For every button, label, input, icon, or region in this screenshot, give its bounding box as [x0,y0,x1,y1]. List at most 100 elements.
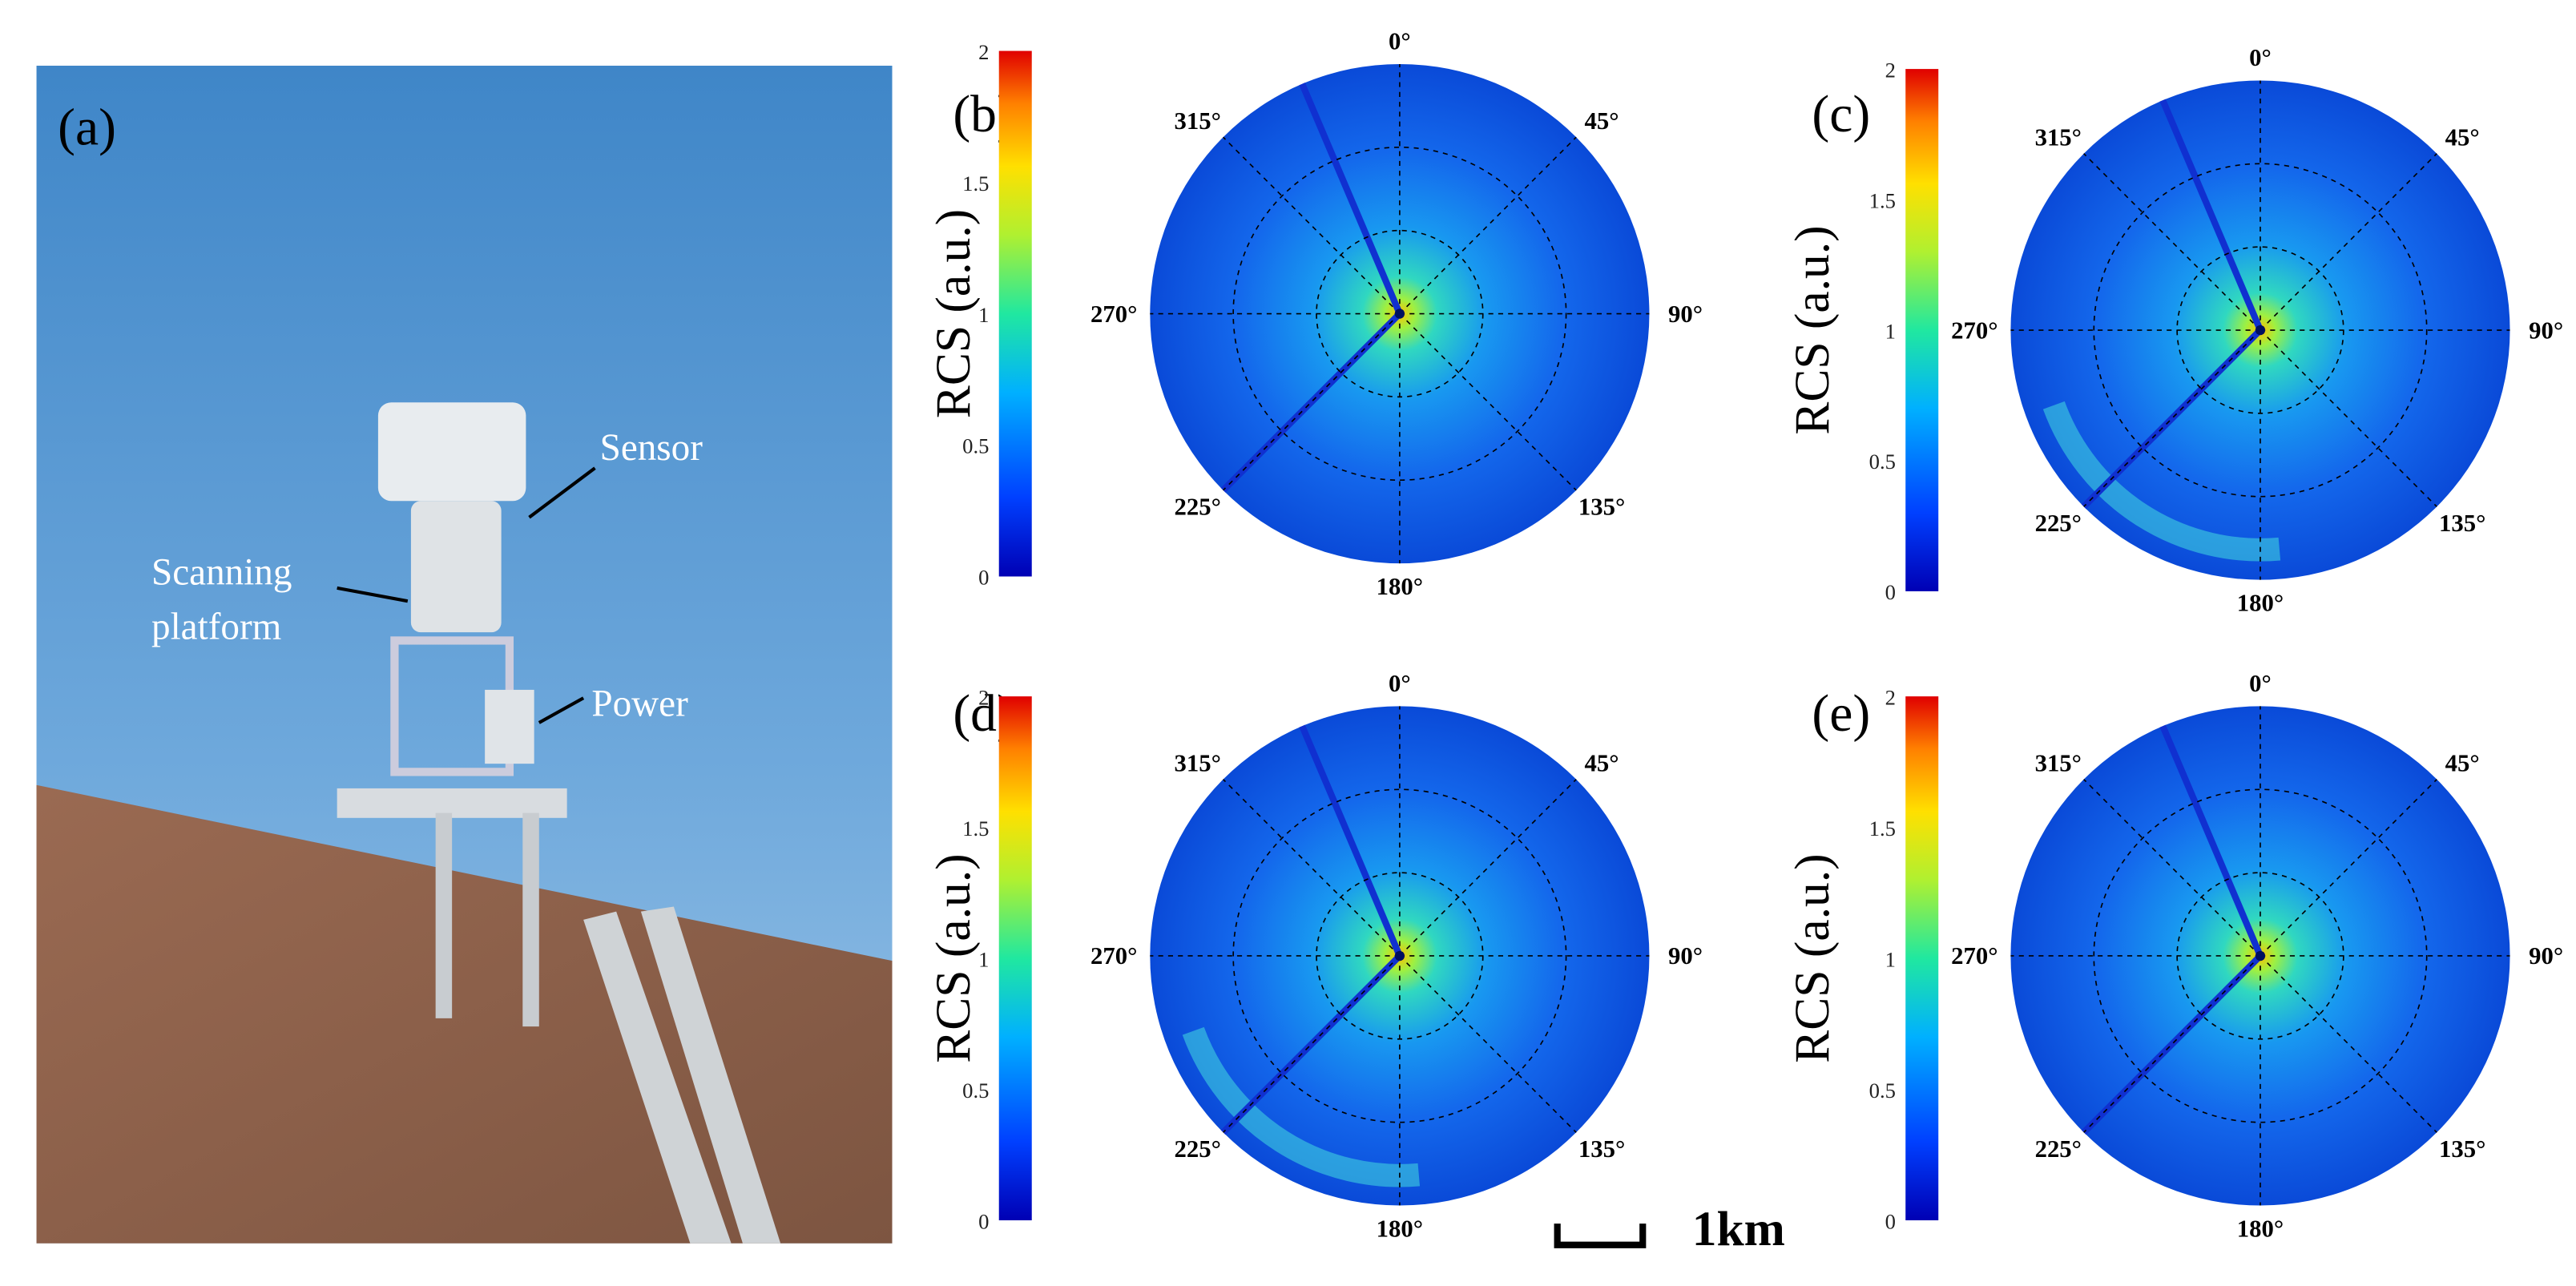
angle-label: 315° [2035,750,2082,777]
colorbar [1905,696,1939,1221]
leg [522,812,539,1027]
colorbar-tick: 1 [978,303,989,327]
angle-label: 45° [2445,124,2480,151]
spoke [2083,955,2261,1133]
angle-label: 315° [1174,750,1220,777]
blocked-beam [2159,724,2264,957]
scale-bar: 1km [1554,1202,1785,1256]
angle-label: 180° [1377,573,1423,600]
polar-panel: (c) 0 0.5 1 1.5 2 RCS (a.u.) 0° 45° 90° 135° 180° 22… [1785,44,2563,617]
angle-label: 270° [1951,942,1998,970]
spoke [1222,136,1401,315]
colorbar-tick: 2 [1885,685,1896,709]
arrow [538,696,585,724]
angle-label: 270° [1090,942,1137,970]
colorbar-tick: 0.5 [1869,449,1896,474]
range-ring [2093,163,2428,498]
platform-box [410,501,502,633]
colorbar-tick: 0 [978,1209,989,1233]
colorbar-label: RCS (a.u.) [926,853,981,1062]
blocked-beam [1299,724,1403,957]
echo-band [1182,1026,1421,1187]
spoke [1399,955,1577,1133]
colorbar-tick: 0.5 [962,434,989,458]
colorbar-tick: 0 [978,566,989,590]
leg [435,812,453,1018]
angle-label: 315° [2035,124,2082,151]
angle-label: 180° [1377,1215,1423,1243]
ladder [640,906,781,1244]
panel-label: (c) [1812,86,1870,143]
arrow [337,586,409,603]
annotation: Power [591,683,688,725]
annotation: Scanning [151,552,292,594]
spoke [1222,779,1401,957]
angle-label: 0° [2249,44,2272,71]
colorbar-tick: 2 [1885,58,1896,82]
scale-label: 1km [1692,1202,1785,1256]
center [2255,325,2266,336]
spoke [1399,312,1577,491]
polar-panel: (e) 0 0.5 1 1.5 2 RCS (a.u.) 0° 45° 90° 135° 180° 22… [1785,670,2563,1243]
colorbar-tick: 2 [978,40,989,64]
blocked-beam [1299,83,1403,316]
angle-label: 135° [1578,493,1625,520]
panel-label: (a) [58,99,116,156]
spoke [2083,779,2261,957]
echo-band [2042,401,2281,562]
spoke [1222,312,1401,491]
angle-label: 225° [2035,510,2082,537]
angle-label: 270° [1951,316,1998,344]
colorbar-tick: 1.5 [1869,816,1896,841]
spoke [2260,153,2437,331]
spoke [2260,779,2437,957]
colorbar [998,50,1032,577]
angle-label: 315° [1174,107,1220,135]
angle-label: 270° [1090,300,1137,328]
center [1394,308,1405,319]
spoke [1399,136,1577,315]
angle-label: 135° [2439,1135,2485,1163]
angle-label: 0° [1389,670,1411,697]
spoke [2083,153,2261,331]
spoke [1222,955,1401,1133]
annotation: Sensor [600,427,703,469]
center [2255,950,2266,961]
colorbar-tick: 1.5 [962,816,989,841]
angle-label: 0° [2249,670,2272,697]
colorbar-label: RCS (a.u.) [1785,225,1840,434]
panel-label: (e) [1812,685,1870,743]
angle-label: 225° [1174,1135,1220,1163]
photo: (a) Sensor Scanning platform Power [36,65,893,1244]
colorbar-tick: 2 [978,685,989,709]
range-ring [2093,788,2428,1123]
colorbar-tick: 1.5 [1869,188,1896,212]
angle-label: 45° [1585,750,1619,777]
scale-bracket [1554,1224,1647,1248]
angle-label: 180° [2237,590,2284,617]
colorbar-tick: 0.5 [962,1078,989,1103]
colorbar-tick: 0.5 [1869,1078,1896,1103]
angle-label: 90° [1668,300,1703,328]
colorbar-label: RCS (a.u.) [926,209,981,418]
angle-label: 225° [2035,1135,2082,1163]
blocked-beam [2159,99,2264,332]
colorbar [998,696,1032,1221]
annotation: platform [151,606,281,647]
range-ring [1232,146,1567,482]
sensor-box [377,402,526,502]
colorbar-tick: 0 [1885,1209,1896,1233]
colorbar-tick: 1 [1885,319,1896,343]
colorbar-tick: 0 [1885,580,1896,604]
spoke [2083,329,2261,507]
angle-label: 135° [2439,510,2485,537]
arrow [528,466,596,519]
colorbar-tick: 1 [1885,947,1896,971]
colorbar-tick: 1 [978,947,989,971]
ladder [583,911,732,1244]
angle-label: 180° [2237,1215,2284,1243]
angle-label: 90° [1668,942,1703,970]
